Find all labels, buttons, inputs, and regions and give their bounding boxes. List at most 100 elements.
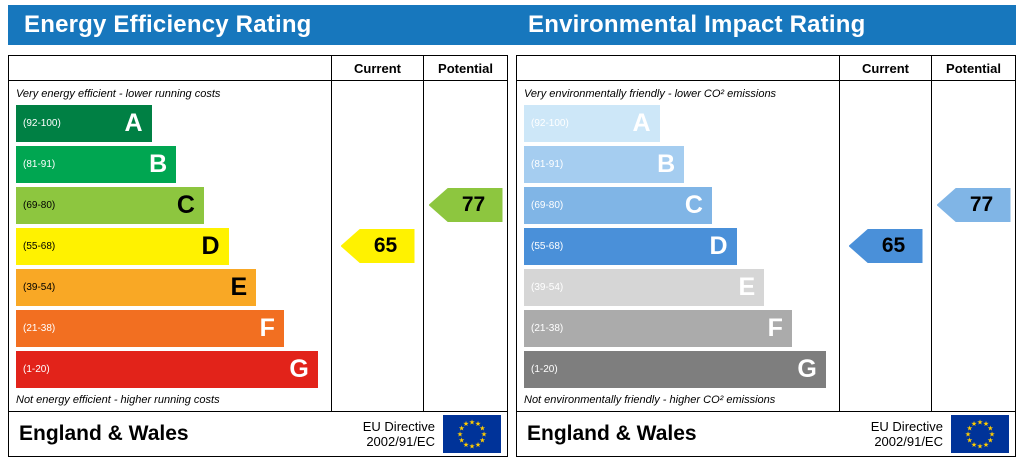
current-column-header: Current xyxy=(839,56,931,80)
panel-footer: England & Wales EU Directive 2002/91/EC … xyxy=(517,412,1015,456)
chart-header-spacer xyxy=(517,56,839,80)
band-row-b: (81-91) B xyxy=(16,146,177,183)
svg-text:★: ★ xyxy=(966,437,972,445)
band-range: (21-38) xyxy=(531,322,564,334)
band-letter: B xyxy=(657,150,676,178)
potential-rating-column: 77 xyxy=(423,81,507,411)
band-range: (69-80) xyxy=(531,199,564,211)
svg-text:★: ★ xyxy=(463,441,469,449)
svg-text:★: ★ xyxy=(983,441,989,449)
band-letter: D xyxy=(709,232,728,260)
band-row-b: (81-91) B xyxy=(524,146,685,183)
band-row-g: (1-20) G xyxy=(16,351,318,388)
svg-text:★: ★ xyxy=(971,441,977,449)
svg-text:★: ★ xyxy=(463,420,469,428)
band-row-e: (39-54) E xyxy=(16,269,257,306)
svg-text:★: ★ xyxy=(479,437,485,445)
band-range: (1-20) xyxy=(23,363,50,375)
chart-body: Very environmentally friendly - lower CO… xyxy=(517,81,1015,412)
band-row-d: (55-68) D xyxy=(524,228,737,265)
svg-text:★: ★ xyxy=(965,431,971,439)
band-letter: C xyxy=(176,191,195,219)
band-range: (69-80) xyxy=(23,199,56,211)
potential-rating-value: 77 xyxy=(461,193,486,216)
current-rating-column: 65 xyxy=(839,81,931,411)
band-row-a: (92-100) A xyxy=(524,105,660,142)
band-chart: Very energy efficient - lower running co… xyxy=(9,81,331,411)
band-range: (39-54) xyxy=(23,281,56,293)
current-rating-value: 65 xyxy=(881,234,906,257)
eu-directive-line1: EU Directive xyxy=(362,419,435,434)
top-note: Very environmentally friendly - lower CO… xyxy=(524,88,777,100)
current-rating-value: 65 xyxy=(373,234,398,257)
band-range: (81-91) xyxy=(531,158,564,170)
eu-flag-icon: ★ ★★ ★★★ ★★★ ★★★ xyxy=(443,415,501,453)
top-note: Very energy efficient - lower running co… xyxy=(16,88,221,100)
band-letter: E xyxy=(738,273,756,301)
band-chart: Very environmentally friendly - lower CO… xyxy=(517,81,839,411)
region-label: England & Wales xyxy=(19,422,189,445)
current-rating-column: 65 xyxy=(331,81,423,411)
svg-text:★: ★ xyxy=(469,419,475,427)
potential-rating-value: 77 xyxy=(969,193,994,216)
region-label: England & Wales xyxy=(527,422,697,445)
chart-header-spacer xyxy=(9,56,331,80)
potential-rating-arrow: 77 xyxy=(936,188,1011,222)
svg-text:★: ★ xyxy=(987,437,993,445)
header-bar: Energy Efficiency Rating Environmental I… xyxy=(8,5,1016,45)
potential-rating-column: 77 xyxy=(931,81,1015,411)
column-header-row: Current Potential xyxy=(517,56,1015,81)
column-header-row: Current Potential xyxy=(9,56,507,81)
eu-directive-text: EU Directive 2002/91/EC xyxy=(363,419,435,449)
svg-text:★: ★ xyxy=(966,425,972,433)
bottom-note: Not energy efficient - higher running co… xyxy=(16,394,220,406)
svg-text:★: ★ xyxy=(457,431,463,439)
current-rating-arrow: 65 xyxy=(848,229,923,263)
svg-text:★: ★ xyxy=(469,443,475,451)
svg-text:★: ★ xyxy=(987,425,993,433)
svg-text:★: ★ xyxy=(971,420,977,428)
chart-body: Very energy efficient - lower running co… xyxy=(9,81,507,412)
band-row-d: (55-68) D xyxy=(16,228,229,265)
current-rating-arrow: 65 xyxy=(340,229,415,263)
band-row-f: (21-38) F xyxy=(16,310,284,347)
svg-text:★: ★ xyxy=(481,431,487,439)
band-row-f: (21-38) F xyxy=(524,310,792,347)
svg-text:★: ★ xyxy=(475,420,481,428)
svg-text:★: ★ xyxy=(983,420,989,428)
panel-footer: England & Wales EU Directive 2002/91/EC … xyxy=(9,412,507,456)
band-letter: A xyxy=(124,109,143,137)
svg-text:★: ★ xyxy=(989,431,995,439)
band-range: (81-91) xyxy=(23,158,56,170)
svg-text:★: ★ xyxy=(479,425,485,433)
energy-efficiency-title: Energy Efficiency Rating xyxy=(24,11,312,38)
band-letter: F xyxy=(259,314,275,342)
eu-directive-line2: 2002/91/EC xyxy=(366,434,435,449)
band-letter: F xyxy=(767,314,783,342)
band-range: (55-68) xyxy=(23,240,56,252)
environmental-impact-panel: Current Potential Very environmentally f… xyxy=(516,55,1016,457)
band-range: (92-100) xyxy=(531,117,569,129)
band-letter: G xyxy=(797,355,817,383)
band-letter: G xyxy=(289,355,309,383)
band-row-g: (1-20) G xyxy=(524,351,826,388)
svg-text:★: ★ xyxy=(475,441,481,449)
band-letter: B xyxy=(149,150,168,178)
svg-text:★: ★ xyxy=(458,425,464,433)
band-letter: D xyxy=(201,232,220,260)
potential-rating-arrow: 77 xyxy=(428,188,503,222)
band-row-a: (92-100) A xyxy=(16,105,152,142)
eu-directive-line2: 2002/91/EC xyxy=(874,434,943,449)
band-letter: C xyxy=(684,191,703,219)
svg-text:★: ★ xyxy=(977,443,983,451)
band-row-c: (69-80) C xyxy=(16,187,204,224)
energy-efficiency-panel: Current Potential Very energy efficient … xyxy=(8,55,508,457)
band-range: (55-68) xyxy=(531,240,564,252)
potential-column-header: Potential xyxy=(931,56,1015,80)
bottom-note: Not environmentally friendly - higher CO… xyxy=(524,394,776,406)
svg-text:★: ★ xyxy=(458,437,464,445)
band-range: (21-38) xyxy=(23,322,56,334)
rating-panels: Current Potential Very energy efficient … xyxy=(8,55,1016,457)
potential-column-header: Potential xyxy=(423,56,507,80)
